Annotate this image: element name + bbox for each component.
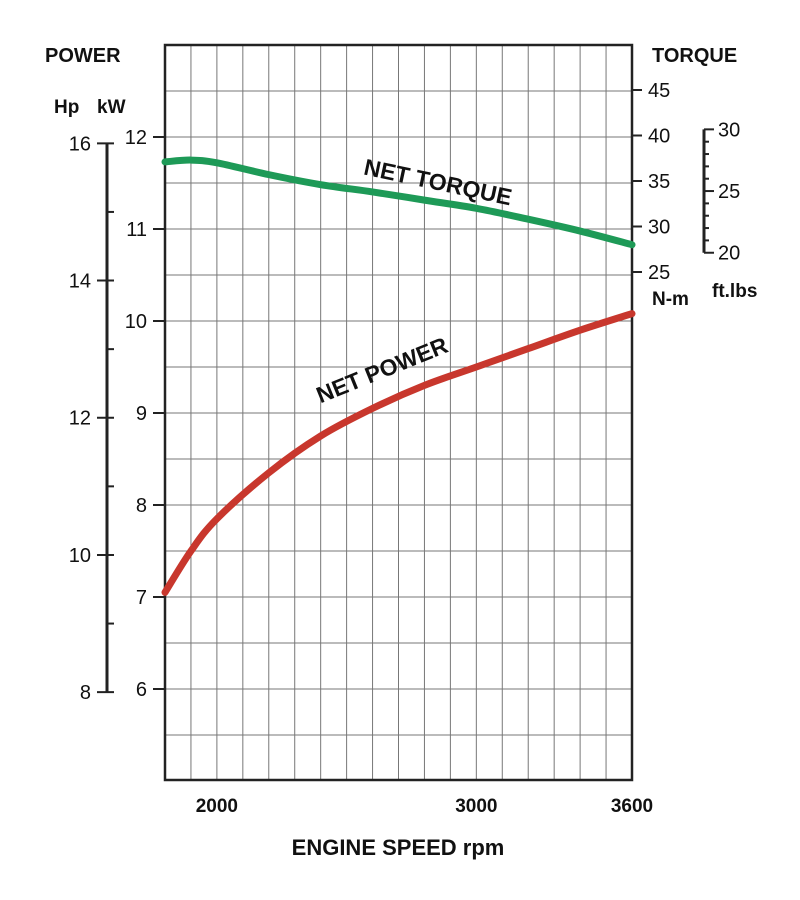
hp-tick-label: 10 — [69, 545, 91, 567]
right-axis-title: TORQUE — [652, 45, 737, 67]
kw-tick-label: 12 — [125, 127, 147, 149]
nm-tick-label: 25 — [648, 262, 670, 284]
kw-tick-label: 7 — [136, 587, 147, 609]
ftlbs-tick-label: 20 — [718, 243, 740, 265]
grid — [165, 45, 632, 780]
net-power-line — [161, 310, 636, 596]
nm-tick-label: 45 — [648, 80, 670, 102]
x-tick-label: 3600 — [611, 796, 653, 817]
hp-tick-label: 16 — [69, 133, 91, 155]
power-series-label: NET POWER — [313, 332, 452, 408]
series-layer — [161, 156, 636, 596]
net-torque-line — [161, 156, 636, 249]
ftlbs-tick-label: 30 — [718, 119, 740, 141]
ftlbs-tick-label: 25 — [718, 181, 740, 203]
axes — [97, 43, 714, 782]
kw-tick-label: 10 — [125, 311, 147, 333]
left-axis-unit-hp: Hp — [54, 97, 79, 118]
left-axis-title: POWER — [45, 45, 121, 67]
kw-tick-label: 6 — [136, 679, 147, 701]
hp-tick-label: 8 — [80, 682, 91, 704]
x-tick-label: 3000 — [455, 796, 497, 817]
nm-unit-label: N-m — [652, 289, 689, 310]
x-axis-title: ENGINE SPEED rpm — [292, 835, 505, 860]
kw-tick-label: 9 — [136, 403, 147, 425]
ftlbs-unit-label: ft.lbs — [712, 281, 757, 302]
x-tick-label: 2000 — [196, 796, 238, 817]
left-axis-unit-kw: kW — [97, 97, 126, 118]
nm-tick-label: 40 — [648, 126, 670, 148]
hp-tick-label: 12 — [69, 408, 91, 430]
hp-tick-label: 14 — [69, 271, 91, 293]
nm-tick-label: 35 — [648, 171, 670, 193]
labels: 2000 3000 3600 6 7 8 9 10 11 12 8 10 12 14 16 25 30 35 40 4… — [69, 80, 741, 817]
kw-tick-label: 11 — [126, 219, 147, 241]
kw-tick-label: 8 — [136, 495, 147, 517]
nm-tick-label: 30 — [648, 217, 670, 239]
